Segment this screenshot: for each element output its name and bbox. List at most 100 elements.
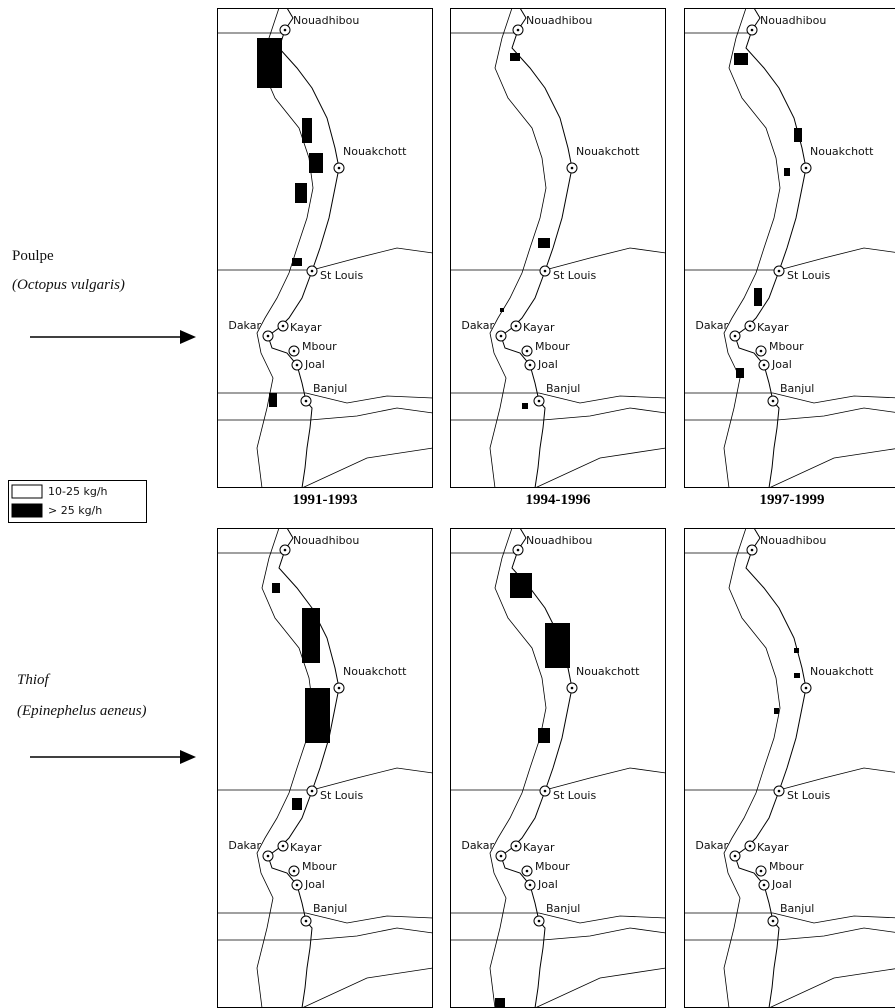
city-dot bbox=[517, 549, 520, 552]
city-label: Dakar bbox=[695, 319, 728, 332]
city-dot bbox=[296, 884, 299, 887]
city-dot bbox=[529, 364, 532, 367]
city-dot bbox=[267, 855, 270, 858]
catch-patch bbox=[545, 623, 570, 668]
city-dot bbox=[544, 790, 547, 793]
city-label: Kayar bbox=[757, 321, 789, 334]
catch-patch bbox=[538, 238, 550, 248]
catch-patch bbox=[774, 708, 779, 714]
catch-patch bbox=[538, 728, 550, 743]
city-dot bbox=[571, 687, 574, 690]
city-dot bbox=[751, 29, 754, 32]
map-frame bbox=[451, 9, 666, 488]
map-frame bbox=[218, 9, 433, 488]
city-dot bbox=[526, 350, 529, 353]
catch-patch bbox=[784, 168, 790, 176]
city-dot bbox=[305, 920, 308, 923]
city-label: Mbour bbox=[535, 340, 570, 353]
city-label: Banjul bbox=[546, 902, 580, 915]
city-label: Banjul bbox=[780, 382, 814, 395]
period-label: 1991-1993 bbox=[217, 492, 433, 509]
city-label: Banjul bbox=[313, 902, 347, 915]
city-label: Kayar bbox=[290, 841, 322, 854]
catch-patch bbox=[510, 53, 520, 61]
city-label: Banjul bbox=[313, 382, 347, 395]
city-label: St Louis bbox=[787, 269, 830, 282]
city-dot bbox=[529, 884, 532, 887]
catch-patch bbox=[794, 673, 800, 678]
city-dot bbox=[500, 335, 503, 338]
city-dot bbox=[515, 845, 518, 848]
city-label: Nouadhibou bbox=[526, 14, 592, 27]
city-dot bbox=[338, 167, 341, 170]
city-dot bbox=[267, 335, 270, 338]
city-dot bbox=[293, 350, 296, 353]
city-dot bbox=[805, 687, 808, 690]
city-label: Joal bbox=[537, 358, 558, 371]
catch-patch bbox=[736, 368, 744, 378]
city-label: Mbour bbox=[535, 860, 570, 873]
city-label: Nouadhibou bbox=[293, 14, 359, 27]
legend-label: 10-25 kg/h bbox=[48, 485, 108, 498]
city-dot bbox=[282, 325, 285, 328]
city-label: Dakar bbox=[228, 319, 261, 332]
city-label: Nouadhibou bbox=[293, 534, 359, 547]
city-dot bbox=[778, 270, 781, 273]
city-label: Nouakchott bbox=[576, 665, 640, 678]
city-dot bbox=[538, 400, 541, 403]
city-label: Joal bbox=[771, 878, 792, 891]
city-label: Nouakchott bbox=[810, 665, 874, 678]
city-dot bbox=[282, 845, 285, 848]
city-dot bbox=[751, 549, 754, 552]
city-label: Kayar bbox=[523, 321, 555, 334]
city-label: Dakar bbox=[695, 839, 728, 852]
city-label: Nouakchott bbox=[343, 145, 407, 158]
catch-patch bbox=[309, 153, 323, 173]
city-dot bbox=[749, 845, 752, 848]
catch-patch bbox=[305, 688, 330, 743]
city-label: Banjul bbox=[546, 382, 580, 395]
city-dot bbox=[338, 687, 341, 690]
city-label: Kayar bbox=[523, 841, 555, 854]
city-dot bbox=[284, 549, 287, 552]
legend-label: > 25 kg/h bbox=[48, 504, 102, 517]
catch-patch bbox=[269, 393, 277, 407]
city-dot bbox=[805, 167, 808, 170]
page: Poulpe (Octopus vulgaris) Thiof (Epineph… bbox=[0, 0, 895, 992]
catch-patch bbox=[522, 403, 528, 409]
city-label: Mbour bbox=[769, 340, 804, 353]
city-label: Nouadhibou bbox=[760, 534, 826, 547]
catch-patch bbox=[292, 258, 302, 266]
city-label: Nouakchott bbox=[343, 665, 407, 678]
city-label: Joal bbox=[771, 358, 792, 371]
catch-patch bbox=[495, 998, 505, 1008]
city-dot bbox=[311, 270, 314, 273]
city-dot bbox=[772, 400, 775, 403]
city-dot bbox=[544, 270, 547, 273]
city-dot bbox=[296, 364, 299, 367]
catch-patch bbox=[794, 648, 799, 653]
city-label: Nouadhibou bbox=[760, 14, 826, 27]
city-label: Dakar bbox=[461, 319, 494, 332]
city-dot bbox=[517, 29, 520, 32]
city-label: Dakar bbox=[461, 839, 494, 852]
catch-patch bbox=[754, 288, 762, 306]
map-frame bbox=[451, 529, 666, 1008]
city-dot bbox=[526, 870, 529, 873]
city-dot bbox=[305, 400, 308, 403]
city-dot bbox=[311, 790, 314, 793]
city-label: Kayar bbox=[757, 841, 789, 854]
city-dot bbox=[778, 790, 781, 793]
city-label: Joal bbox=[537, 878, 558, 891]
city-label: Mbour bbox=[302, 340, 337, 353]
city-dot bbox=[293, 870, 296, 873]
catch-patch bbox=[257, 38, 282, 88]
catch-patch bbox=[272, 583, 280, 593]
city-dot bbox=[763, 884, 766, 887]
city-label: Mbour bbox=[302, 860, 337, 873]
city-dot bbox=[734, 855, 737, 858]
